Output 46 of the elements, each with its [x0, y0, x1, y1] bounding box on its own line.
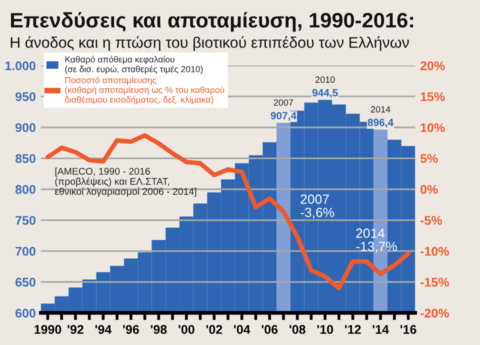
- chart-title: Επενδύσεις και αποταμίευση, 1990-2016:: [10, 12, 414, 32]
- annotation: 2010: [315, 76, 335, 83]
- x-tick-label: 1990: [34, 325, 62, 334]
- x-tick-label: '12: [345, 325, 361, 334]
- x-tick-label: '08: [290, 325, 306, 334]
- y2-tick-label: -5%: [420, 216, 442, 225]
- x-tick-label: '16: [400, 325, 416, 334]
- data-label: 944,5: [312, 89, 338, 98]
- x-tick-label: '10: [317, 325, 333, 334]
- legend-label: Καθαρό απόθεμα κεφαλαίου (σε δισ. ευρώ, σταθερές τιμές 2010): [65, 56, 203, 74]
- x-tick-label: '14: [372, 325, 389, 334]
- annotation: [AMECO, 1990 - 2016 (προβλέψεις) και ΕΛ.ΣΤΑΤ, εθνικοί λογαριασμοί 2006 - 2014]: [55, 168, 196, 197]
- data-label: 907,4: [270, 112, 296, 121]
- y2-tick-label: -15%: [420, 278, 449, 287]
- legend-label: Ποσοστό αποταμίευσης (καθαρή αποταμίευση ως % του καθαρού διαθέσιμου εισοδήματος, δεξ. κλίμακα): [65, 76, 224, 104]
- x-tick-label: '04: [234, 325, 250, 334]
- y2-tick-label: 5%: [420, 154, 438, 163]
- y-tick-label: 800: [15, 185, 36, 194]
- y-tick-label: 700: [16, 246, 36, 256]
- annotation: 2014 -13,7%: [356, 228, 397, 253]
- y2-tick-label: 20%: [420, 61, 445, 70]
- y-tick-label: 850: [15, 154, 36, 163]
- x-tick-label: '06: [262, 325, 278, 334]
- annotation: 2007: [274, 99, 294, 106]
- y-tick-label: 750: [16, 216, 36, 225]
- chart-subtitle: Η άνοδος και η πτώση του βιοτικού επιπέδου των Ελλήνων: [10, 36, 409, 51]
- y-tick-label: 1.000: [5, 61, 36, 70]
- y-tick-label: 650: [16, 278, 36, 287]
- x-tick-label: '92: [68, 325, 84, 334]
- x-tick-label: '98: [150, 325, 167, 334]
- data-label: 896,4: [368, 118, 394, 128]
- x-tick-label: '00: [178, 325, 194, 334]
- y2-tick-label: 15%: [420, 92, 445, 102]
- y2-tick-label: 0%: [420, 185, 438, 194]
- x-tick-label: '96: [123, 325, 139, 334]
- y-tick-label: 950: [16, 92, 36, 102]
- y2-tick-label: 10%: [420, 123, 445, 132]
- x-tick-label: '94: [95, 325, 112, 334]
- x-tick-label: '02: [206, 325, 222, 334]
- line-series: [46, 133, 410, 290]
- y-tick-label: 600: [16, 308, 36, 318]
- y2-tick-label: -20%: [420, 308, 449, 318]
- y2-tick-label: -10%: [420, 246, 449, 256]
- annotation: 2007 -3,6%: [300, 194, 334, 219]
- annotation: 2014: [370, 106, 390, 113]
- y-tick-label: 900: [16, 123, 36, 132]
